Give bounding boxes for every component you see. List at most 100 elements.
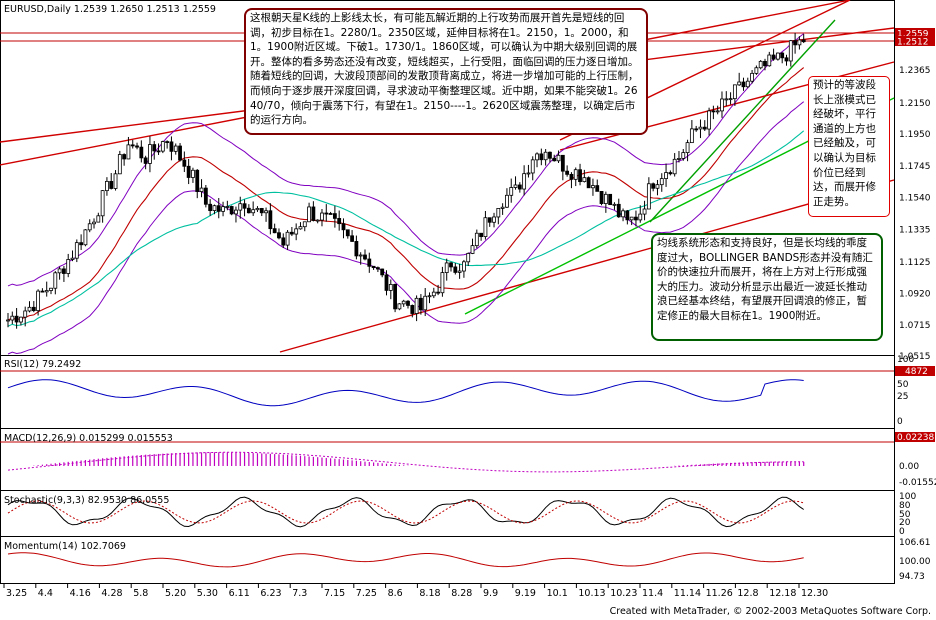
date-axis-label: 7.3 — [292, 588, 307, 599]
candle-body — [500, 206, 505, 209]
candle-body — [66, 259, 71, 274]
candle-body — [414, 297, 419, 314]
candle-body — [556, 154, 561, 162]
stoch-title: Stochastic(9,3,3) 82.9530 86.0555 — [4, 495, 169, 506]
rsi-marker-label: 4872 — [905, 367, 928, 377]
candle-body — [608, 193, 613, 206]
candle-body — [186, 165, 191, 178]
candle-body — [444, 262, 449, 273]
candle-body — [694, 128, 699, 131]
candle-body — [440, 272, 445, 294]
candle-body — [496, 208, 501, 218]
indicator-layer — [0, 370, 894, 568]
candle-body — [268, 210, 273, 230]
candle-body — [242, 203, 247, 209]
candle-body — [754, 67, 759, 74]
candle-body — [328, 213, 333, 215]
candle-body — [406, 300, 410, 306]
rsi-pane — [0, 355, 895, 429]
candle-body — [629, 216, 634, 221]
date-axis-label: 10.1 — [547, 588, 568, 599]
candle-body — [599, 190, 604, 204]
annotation-green: 均线系统形态和支持良好，但是长均线的乖度度过大，BOLLINGER BANDS形… — [651, 233, 883, 341]
candle-body — [70, 257, 75, 260]
candle-body — [130, 144, 135, 147]
price-axis-label: 1.1125 — [899, 258, 931, 268]
candle-body — [62, 268, 66, 274]
date-axis-label: 4.16 — [70, 588, 91, 599]
candle-body — [401, 300, 406, 305]
candle-body — [117, 154, 122, 175]
candle-body — [569, 173, 574, 180]
candle-body — [591, 185, 595, 189]
candle-body — [10, 315, 15, 321]
macd-axis-label: 0.02238 — [897, 433, 934, 443]
candle-body — [539, 153, 544, 161]
stoch-axis-label: 100 — [899, 492, 916, 502]
candle-body — [681, 152, 686, 159]
candle-body — [251, 209, 256, 214]
candle-body — [707, 110, 711, 130]
candle-body — [83, 229, 88, 246]
momentum-axis-label: 106.61 — [899, 538, 931, 548]
date-axis-label: 11.4 — [642, 588, 663, 599]
candle-body — [259, 208, 264, 214]
rsi-axis-label: 25 — [897, 392, 908, 402]
candle-body — [397, 303, 402, 310]
candle-body — [616, 203, 621, 218]
candle-body — [750, 72, 754, 82]
candle-body — [311, 206, 316, 221]
candle-body — [148, 144, 152, 164]
candle-body — [487, 217, 492, 223]
rsi-axis-label: 0 — [897, 417, 903, 427]
candle-body — [702, 126, 707, 130]
candle-body — [36, 290, 41, 312]
candle-body — [341, 223, 346, 231]
candle-body — [199, 187, 204, 192]
candle-body — [517, 184, 522, 190]
candle-body — [225, 206, 230, 208]
candle-body — [173, 145, 178, 152]
date-axis-label: 5.8 — [133, 588, 148, 599]
candle-body — [53, 272, 58, 289]
date-axis-label: 9.9 — [483, 588, 498, 599]
candle-body — [156, 150, 161, 153]
candle-body — [724, 98, 729, 101]
candle-body — [100, 190, 105, 217]
candle-body — [595, 185, 600, 192]
candle-body — [470, 245, 475, 254]
date-axis-label: 9.19 — [515, 588, 536, 599]
candle-body — [40, 290, 45, 293]
candle-body — [87, 223, 92, 231]
candle-body — [294, 228, 299, 235]
candle-body — [453, 266, 458, 273]
candle-body — [165, 141, 170, 143]
date-axis-label: 7.25 — [356, 588, 377, 599]
channel-lower-line — [279, 179, 895, 353]
candle-body — [384, 274, 389, 291]
bollinger-lower-band — [7, 101, 805, 355]
stoch-axis-label: 20 — [899, 518, 911, 528]
candle-body — [664, 172, 668, 180]
candle-body — [358, 254, 363, 257]
candle-body — [31, 306, 36, 312]
candle-body — [246, 207, 251, 214]
candle-body — [289, 231, 294, 235]
candle-body — [272, 228, 277, 234]
candle-body — [784, 57, 789, 62]
candle-body — [732, 84, 737, 100]
candle-body — [715, 110, 720, 113]
candle-body — [427, 295, 432, 298]
date-axis-label: 12.18 — [769, 588, 796, 599]
candle-body — [6, 319, 10, 322]
candle-body — [178, 145, 182, 161]
candle-body — [668, 172, 673, 175]
candle-body — [410, 305, 415, 314]
candle-body — [221, 206, 225, 212]
rsi-axis-label: 100 — [897, 355, 914, 365]
candle-body — [49, 287, 53, 291]
candle-body — [307, 206, 311, 223]
candle-body — [642, 208, 647, 215]
